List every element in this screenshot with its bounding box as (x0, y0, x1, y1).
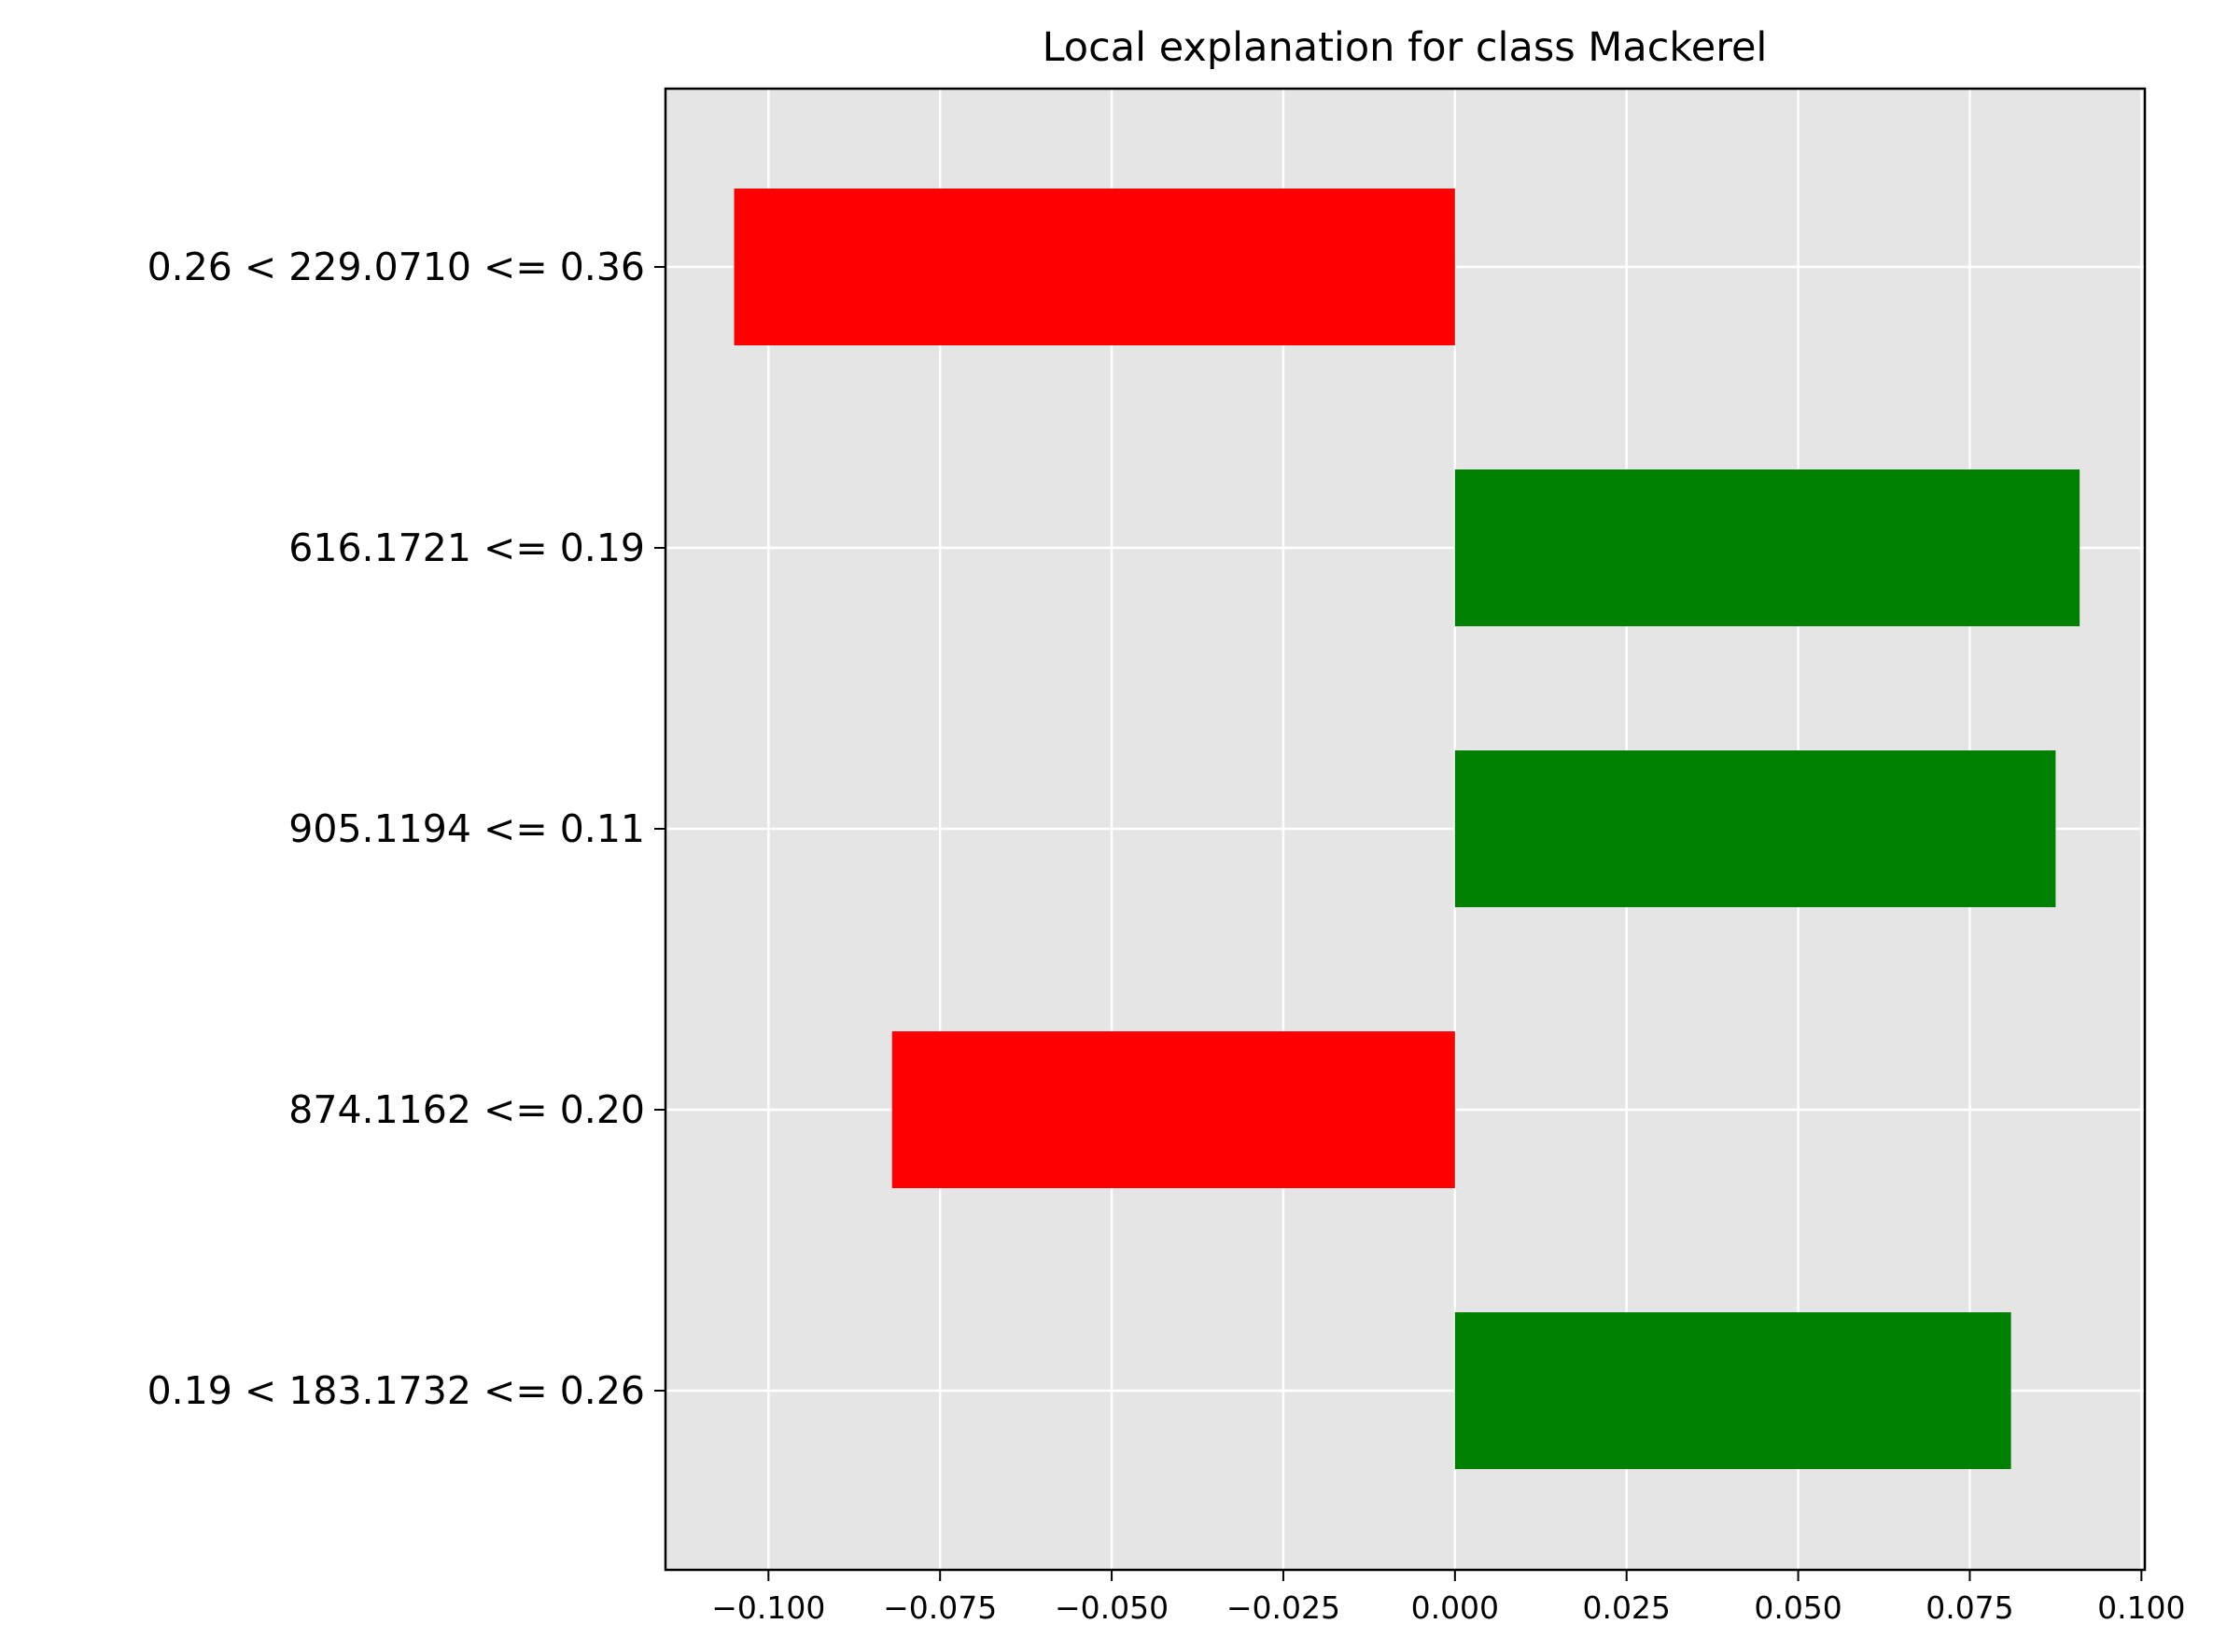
bar-positive (1454, 750, 2056, 907)
bar-positive (1454, 469, 2080, 626)
x-axis-ticks: −0.100 −0.075 −0.050 −0.025 0.000 0.025 0.050 0… (711, 1570, 2186, 1626)
x-tick-label: 0.100 (2097, 1589, 2185, 1626)
chart-title: Local explanation for class Mackerel (1043, 24, 1768, 71)
x-tick-label: 0.075 (1926, 1589, 2013, 1626)
y-tick-label: 0.19 < 183.1732 <= 0.26 (147, 1368, 645, 1413)
y-tick-label: 905.1194 <= 0.11 (288, 806, 645, 851)
y-tick-label: 0.26 < 229.0710 <= 0.36 (147, 245, 645, 289)
x-tick-label: −0.025 (1226, 1589, 1340, 1626)
x-tick-label: −0.075 (883, 1589, 997, 1626)
x-tick-label: 0.000 (1411, 1589, 1499, 1626)
y-axis-ticks: 0.26 < 229.0710 <= 0.36 616.1721 <= 0.19 9… (147, 245, 665, 1413)
y-tick-label: 874.1162 <= 0.20 (288, 1087, 645, 1132)
x-tick-label: −0.100 (711, 1589, 825, 1626)
x-tick-label: 0.050 (1754, 1589, 1842, 1626)
y-tick-label: 616.1721 <= 0.19 (288, 525, 645, 570)
bar-positive (1454, 1312, 2011, 1469)
x-tick-label: −0.050 (1055, 1589, 1169, 1626)
bars (734, 189, 2080, 1469)
bar-negative (734, 189, 1455, 345)
x-tick-label: 0.025 (1582, 1589, 1670, 1626)
bar-negative (891, 1031, 1455, 1188)
